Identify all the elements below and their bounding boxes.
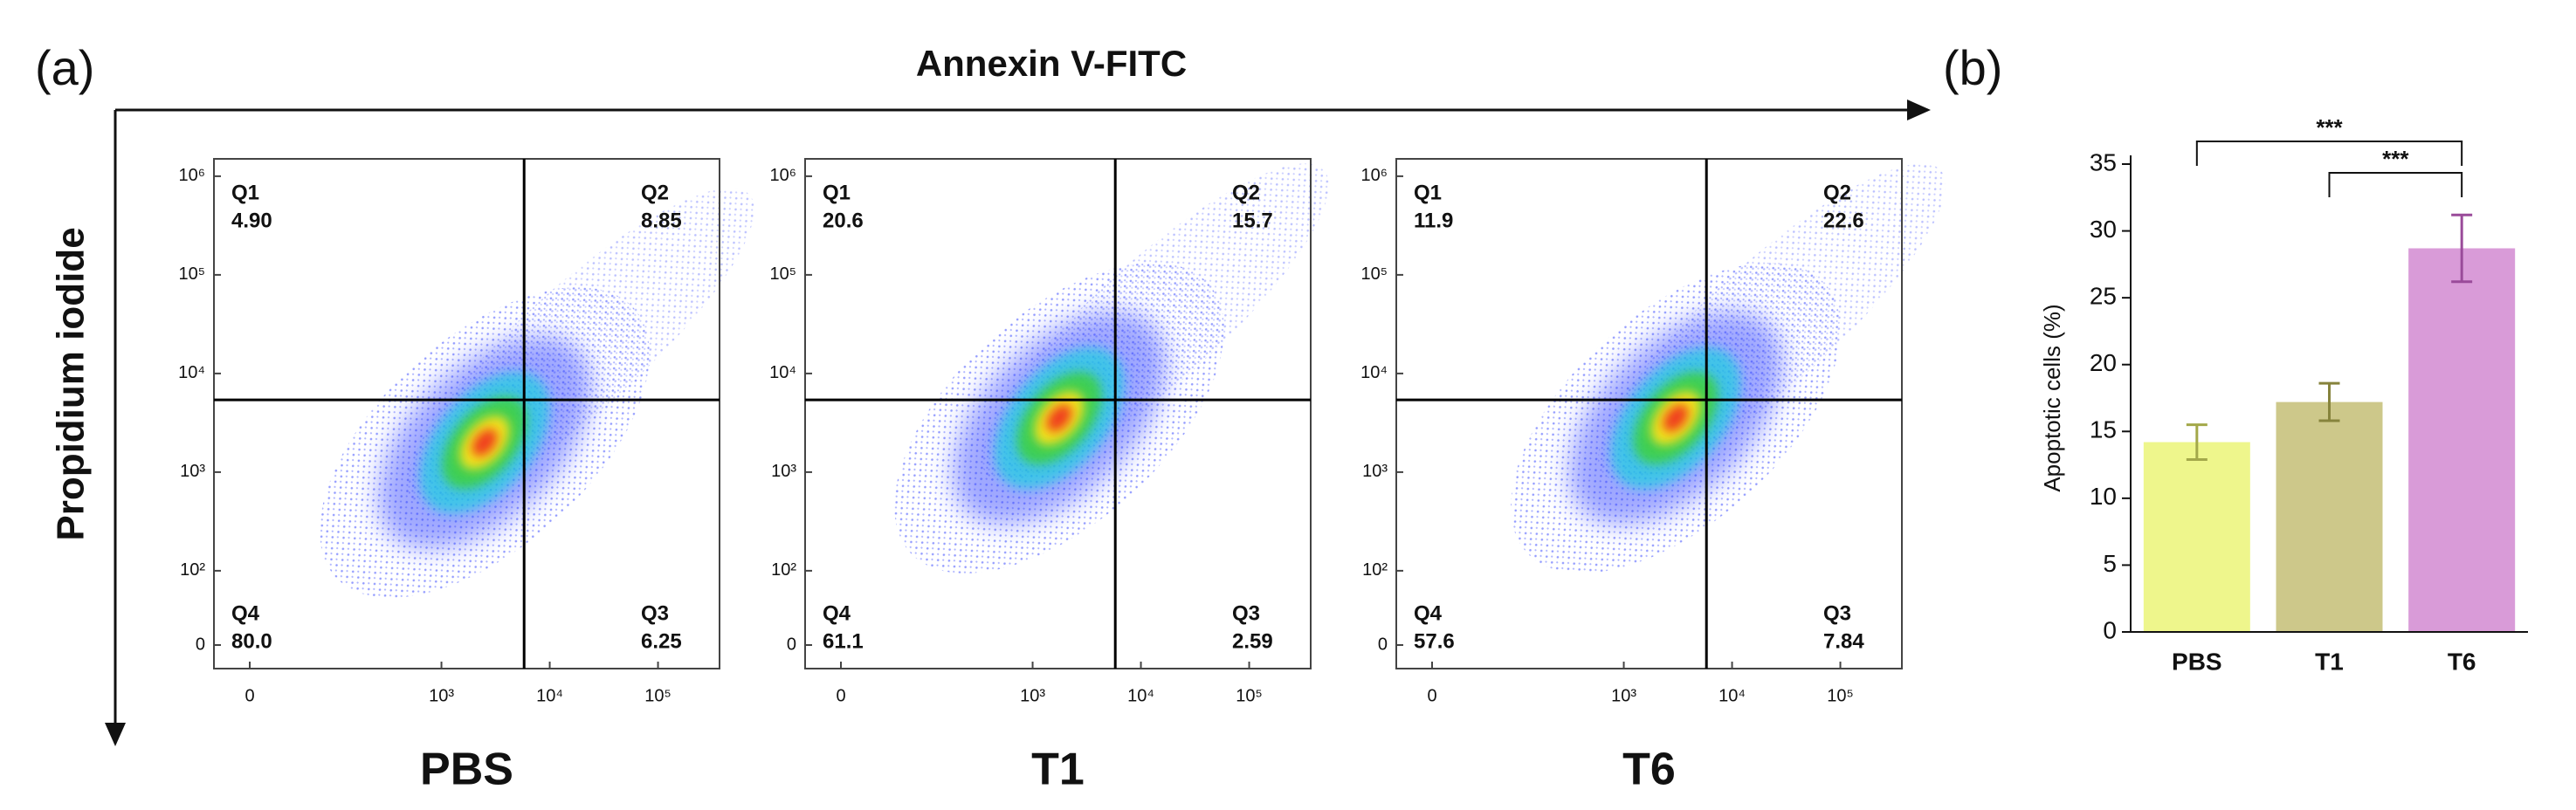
plot-title: PBS xyxy=(420,745,513,795)
plot-frame xyxy=(213,158,720,669)
quadrant-name: Q3 xyxy=(1232,601,1260,625)
y-tick-label: 30 xyxy=(2090,216,2117,243)
x-tick-label: 10³ xyxy=(429,686,454,705)
y-tick-label: 10³ xyxy=(1362,462,1388,481)
y-tick-label: 10⁴ xyxy=(769,363,796,382)
bar xyxy=(2143,442,2250,632)
x-tick-label: 10³ xyxy=(1611,686,1636,705)
x-tick-label: 10⁴ xyxy=(1718,686,1746,705)
y-tick-label: 20 xyxy=(2090,349,2117,376)
y-tick-label: 10⁵ xyxy=(178,264,205,284)
significance-label: *** xyxy=(2382,146,2409,172)
quadrant-name: Q4 xyxy=(231,601,260,625)
y-tick-label: 10² xyxy=(180,560,205,580)
quadrant-value: 6.25 xyxy=(641,629,682,653)
x-tick-label: 10⁵ xyxy=(1236,686,1263,705)
density-red xyxy=(472,429,498,456)
x-tick-label: T6 xyxy=(2448,648,2476,675)
y-tick-label: 35 xyxy=(2090,148,2117,175)
quadrant-value: 2.59 xyxy=(1232,629,1273,653)
quadrant-value: 61.1 xyxy=(823,629,864,653)
x-tick-label: 0 xyxy=(1427,686,1436,705)
y-tick-label: 10⁴ xyxy=(1360,363,1388,382)
flow-plot: 0 10² 10³ 10⁴ 10⁵ 10⁶ 0 10³ 10⁴ 10⁵ Q1 11.9 Q2 22.6 Q3… xyxy=(1360,158,1946,795)
quadrant-name: Q4 xyxy=(1414,601,1443,625)
y-tick-label: 25 xyxy=(2090,283,2117,310)
significance-label: *** xyxy=(2316,114,2343,141)
quadrant-name: Q1 xyxy=(231,181,259,204)
y-tick-label: 0 xyxy=(196,635,205,654)
y-tick-label: 10³ xyxy=(771,462,796,481)
y-tick-label: 10⁴ xyxy=(178,363,205,382)
flow-plot: 0 10² 10³ 10⁴ 10⁵ 10⁶ 0 10³ 10⁴ 10⁵ Q1 20.6 Q2 15.7 Q3… xyxy=(769,158,1329,795)
density-red xyxy=(1046,404,1072,432)
y-tick-label: 0 xyxy=(787,635,796,654)
x-tick-label: 10⁴ xyxy=(536,686,563,705)
y-tick-label: 10³ xyxy=(180,462,205,481)
plot-frame xyxy=(1395,158,1903,669)
quadrant-name: Q3 xyxy=(641,601,669,625)
y-axis-label: Apoptotic cells (%) xyxy=(2039,304,2065,491)
y-tick-label: 10⁵ xyxy=(1360,264,1388,284)
quadrant-name: Q1 xyxy=(823,181,851,204)
quadrant-name: Q2 xyxy=(1823,181,1851,204)
y-tick-label: 10² xyxy=(771,560,796,580)
quadrant-name: Q4 xyxy=(823,601,851,625)
quadrant-value: 8.85 xyxy=(641,209,682,232)
y-tick-label: 10⁵ xyxy=(769,264,796,284)
y-tick-label: 0 xyxy=(1378,635,1388,654)
y-tick-label: 10⁶ xyxy=(179,166,205,185)
quadrant-value: 80.0 xyxy=(231,629,272,653)
quadrant-name: Q2 xyxy=(1232,181,1260,204)
quadrant-name: Q2 xyxy=(641,181,669,204)
quadrant-name: Q3 xyxy=(1823,601,1851,625)
x-tick-label: T1 xyxy=(2315,648,2344,675)
quadrant-value: 7.84 xyxy=(1823,629,1864,653)
x-tick-label: PBS xyxy=(2172,648,2222,675)
density-red xyxy=(1663,404,1689,432)
x-tick-label: 10⁵ xyxy=(1827,686,1854,705)
flow-plot: 0 10² 10³ 10⁴ 10⁵ 10⁶ 0 10³ 10⁴ 10⁵ Q1 4.90 Q2 8.85 Q3… xyxy=(178,158,754,795)
y-tick-label: 15 xyxy=(2090,416,2117,443)
y-tick-label: 10 xyxy=(2090,483,2117,510)
plot-frame xyxy=(804,158,1312,669)
quadrant-value: 57.6 xyxy=(1414,629,1455,653)
y-tick-label: 10² xyxy=(1362,560,1388,580)
y-tick-label: 10⁶ xyxy=(770,166,796,185)
bar xyxy=(2276,402,2383,632)
quadrant-value: 11.9 xyxy=(1414,209,1453,232)
y-axis-label: Propidium iodide xyxy=(50,227,93,540)
x-tick-label: 0 xyxy=(836,686,845,705)
y-tick-label: 10⁶ xyxy=(1361,166,1388,185)
quadrant-value: 15.7 xyxy=(1232,209,1273,232)
bar xyxy=(2408,248,2516,632)
plot-title: T6 xyxy=(1622,745,1676,795)
x-tick-label: 10⁵ xyxy=(644,686,672,705)
quadrant-value: 20.6 xyxy=(823,209,864,232)
y-tick-label: 5 xyxy=(2103,550,2117,577)
quadrant-value: 4.90 xyxy=(231,209,272,232)
panel-label: (b) xyxy=(1943,40,2002,95)
x-tick-label: 0 xyxy=(245,686,254,705)
quadrant-value: 22.6 xyxy=(1823,209,1864,232)
significance-bracket xyxy=(2328,172,2463,197)
x-axis-label: Annexin V-FITC xyxy=(916,43,1187,84)
significance-bracket xyxy=(2195,141,2463,166)
plot-title: T1 xyxy=(1031,745,1085,795)
panel-label: (a) xyxy=(35,40,94,95)
y-tick-label: 0 xyxy=(2103,616,2117,643)
quadrant-name: Q1 xyxy=(1414,181,1442,204)
x-tick-label: 10³ xyxy=(1020,686,1045,705)
x-tick-label: 10⁴ xyxy=(1127,686,1154,705)
